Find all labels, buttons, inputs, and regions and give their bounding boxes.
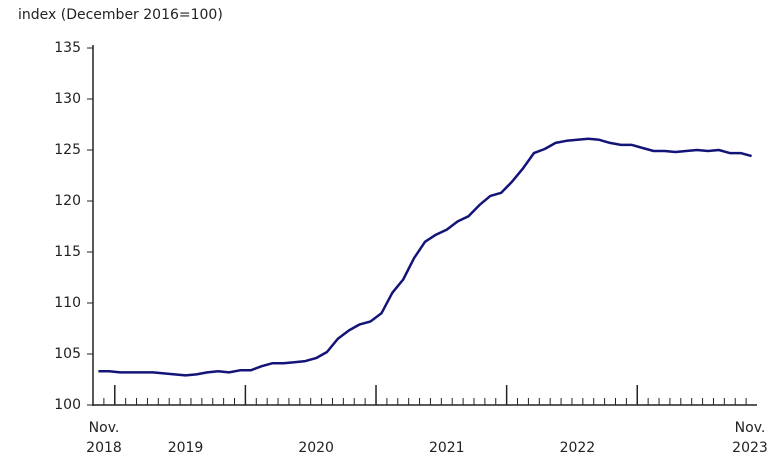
y-tick-label: 105 — [54, 346, 81, 362]
x-tick-label: 2019 — [167, 440, 204, 456]
y-axis-label: index (December 2016=100) — [18, 7, 223, 23]
y-tick-label: 135 — [54, 40, 81, 56]
y-tick-label: 130 — [54, 91, 81, 107]
x-tick-label: Nov. 2023 — [732, 420, 768, 456]
x-tick-label: 2020 — [298, 440, 334, 456]
y-tick-label: 100 — [54, 397, 81, 413]
y-tick-label: 125 — [54, 142, 81, 158]
x-tick-label: 2022 — [559, 440, 596, 456]
x-tick-label: 2021 — [428, 440, 465, 456]
y-tick-label: 120 — [54, 193, 81, 209]
series-line — [98, 137, 752, 377]
y-tick-label: 110 — [54, 295, 81, 311]
x-tick-label: Nov. 2018 — [86, 420, 122, 456]
y-tick-label: 115 — [54, 244, 81, 260]
